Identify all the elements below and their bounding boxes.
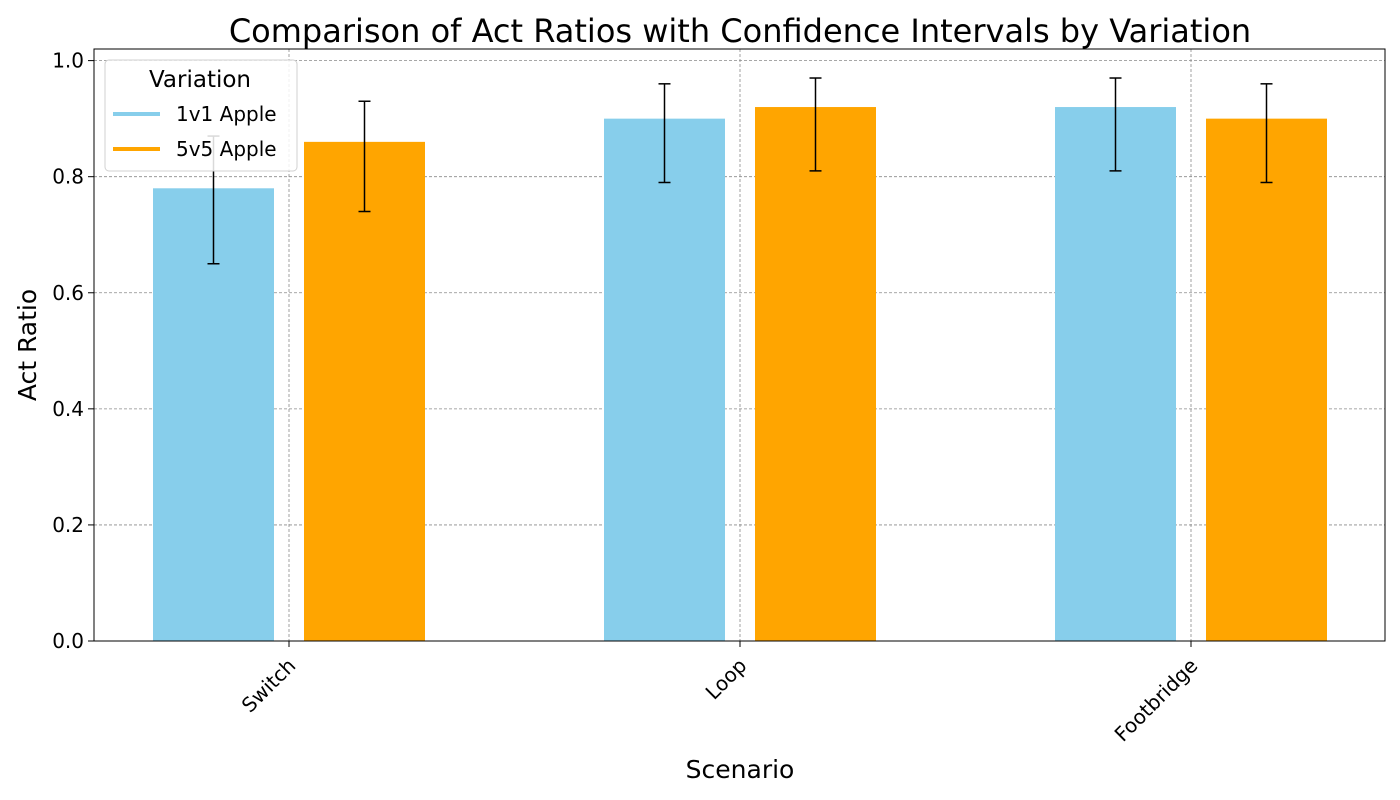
legend-label-0: 1v1 Apple bbox=[176, 102, 277, 126]
legend-label-1: 5v5 Apple bbox=[176, 137, 277, 161]
x-axis-label: Scenario bbox=[686, 755, 795, 784]
bar-1-0 bbox=[304, 141, 425, 642]
legend-title: Variation bbox=[149, 67, 251, 93]
x-tick-label-0: Switch bbox=[237, 653, 301, 717]
legend: Variation 1v1 Apple 5v5 Apple bbox=[104, 59, 298, 172]
chart-title: Comparison of Act Ratios with Confidence… bbox=[229, 12, 1251, 50]
bar-0-1 bbox=[604, 118, 725, 642]
x-tick-label-1: Loop bbox=[701, 653, 752, 704]
x-tick-label-2: Footbridge bbox=[1110, 653, 1203, 746]
y-tick-label-5: 1.0 bbox=[52, 49, 84, 73]
y-tick-label-4: 0.8 bbox=[52, 165, 84, 189]
bar-1-2 bbox=[1206, 118, 1327, 642]
legend-box bbox=[104, 59, 298, 172]
x-axis-ticks: Switch Loop Footbridge bbox=[237, 641, 1203, 746]
y-axis-ticks: 0.0 0.2 0.4 0.6 0.8 1.0 bbox=[52, 49, 94, 653]
bar-0-2 bbox=[1055, 107, 1176, 642]
y-axis-label: Act Ratio bbox=[13, 289, 42, 401]
y-tick-label-2: 0.4 bbox=[52, 397, 84, 421]
legend-items: 1v1 Apple 5v5 Apple bbox=[113, 102, 277, 161]
bars bbox=[153, 107, 1327, 642]
y-tick-label-1: 0.2 bbox=[52, 513, 84, 537]
y-tick-label-0: 0.0 bbox=[52, 629, 84, 653]
y-tick-label-3: 0.6 bbox=[52, 281, 84, 305]
bar-1-1 bbox=[755, 107, 876, 642]
error-bars bbox=[207, 77, 1273, 265]
